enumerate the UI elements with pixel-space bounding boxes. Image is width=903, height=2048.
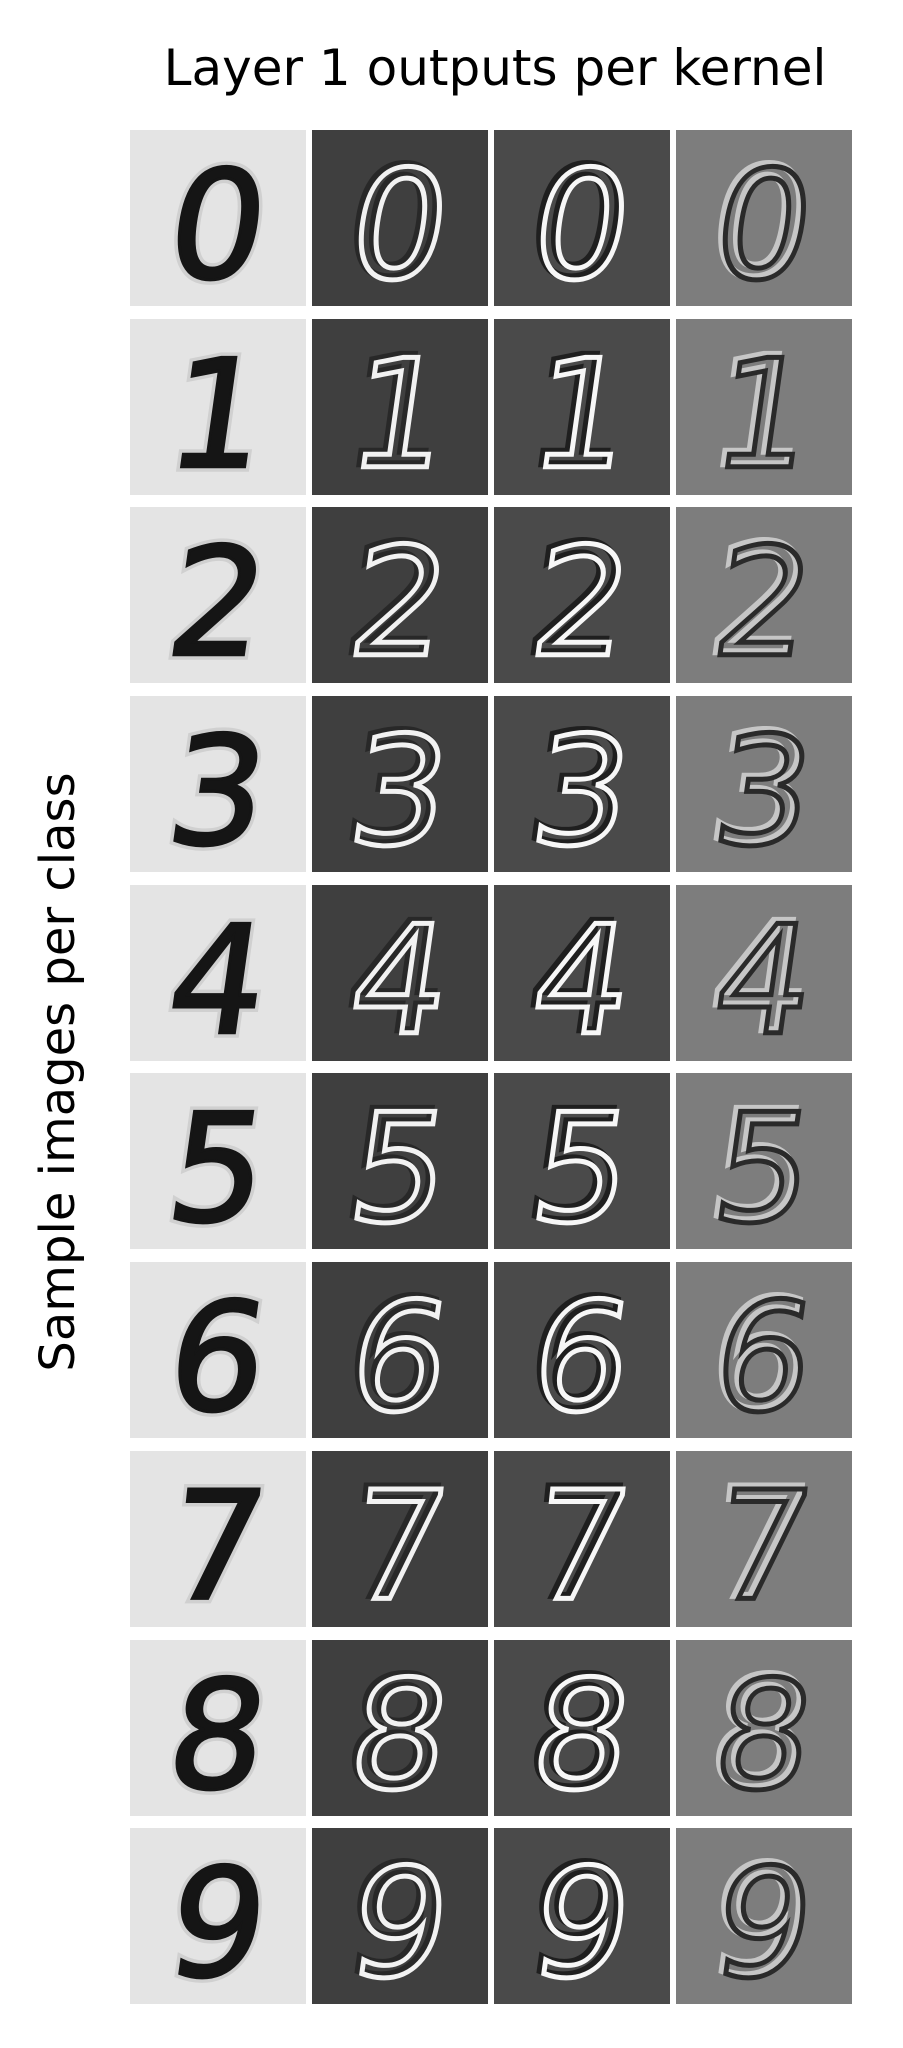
digit-glyph: 7: [343, 1460, 457, 1627]
digit-glyph: 8: [158, 1648, 278, 1816]
y-axis-label: Sample images per class: [30, 772, 86, 1372]
svg-text:7: 7: [521, 1457, 635, 1627]
digit-glyph: 7: [707, 1460, 821, 1627]
svg-text:7: 7: [161, 1460, 275, 1627]
svg-text:7: 7: [703, 1457, 817, 1627]
digit-glyph: 7: [525, 1460, 639, 1627]
svg-text:7: 7: [339, 1457, 453, 1627]
digit-glyph: 7: [161, 1460, 275, 1627]
digit-glyph: 3: [158, 704, 278, 872]
figure-title: Layer 1 outputs per kernel: [163, 39, 827, 97]
